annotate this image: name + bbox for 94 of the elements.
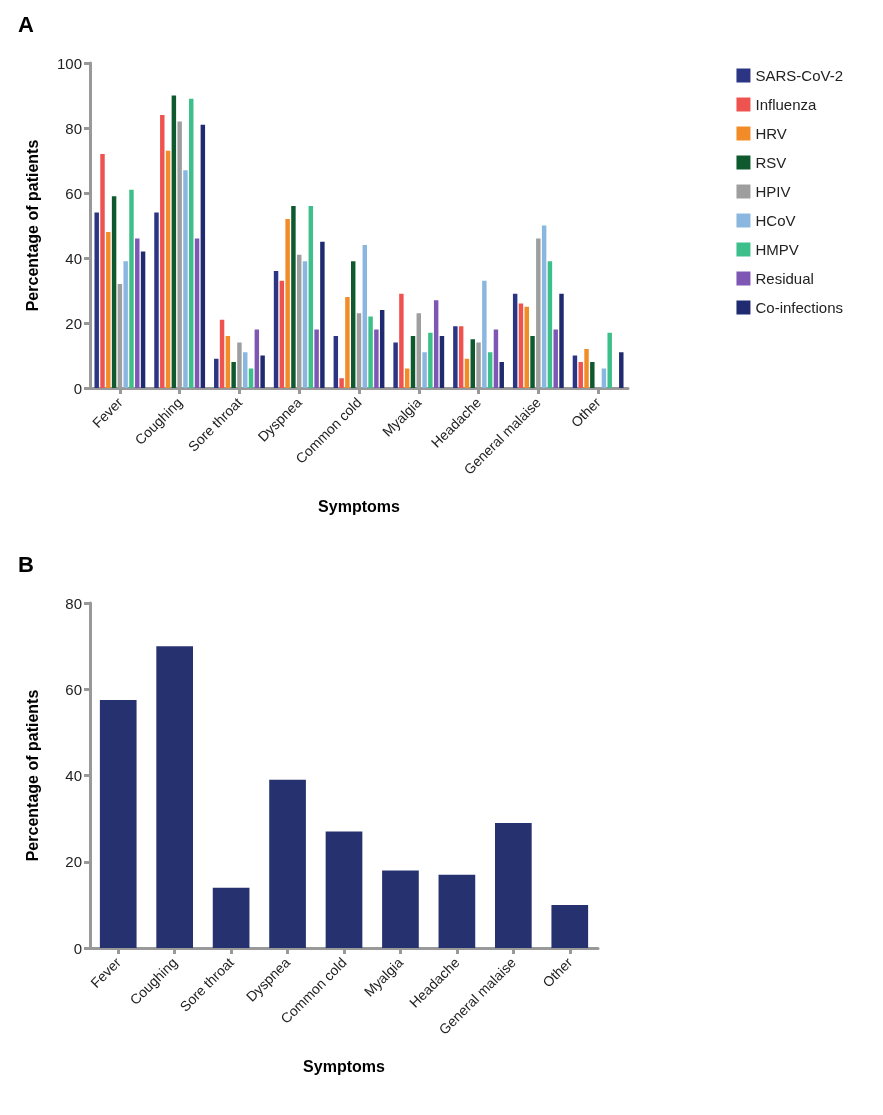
bar [439,336,445,388]
bar [111,196,117,388]
x-axis-title: Symptoms [303,1057,385,1075]
bar [123,261,128,388]
bar [333,336,339,388]
bar [135,238,140,388]
bar [260,355,265,388]
bar [345,297,350,388]
bar [590,362,595,388]
bar [559,293,564,388]
bar [200,124,206,388]
legend-label: HMPV [755,241,799,258]
legend-label: HRV [755,125,787,142]
y-tick-label: 0 [73,939,82,957]
bar [382,870,419,948]
bar [160,115,165,388]
bar [350,261,356,388]
y-tick-label: 80 [65,594,82,612]
bar [433,300,439,388]
bar [487,352,493,388]
bar [94,212,99,388]
legend-label: Residual [755,270,814,287]
bar [291,206,296,388]
bar [269,779,306,948]
legend-label: Influenza [755,96,817,113]
bar [302,261,308,388]
bar [524,306,529,388]
y-tick-label: 60 [65,680,82,698]
bar [410,336,416,388]
legend-label: SARS-CoV-2 [755,67,844,84]
bar [530,336,535,388]
bar [399,293,404,388]
bar [547,261,553,388]
y-tick-label: 20 [65,314,82,332]
bar [285,219,290,388]
bar [512,293,518,388]
y-tick-label: 100 [56,54,82,72]
bar [553,329,558,388]
chart-title: B [18,551,34,577]
bar [607,332,612,388]
chart-title: A [18,11,34,37]
bar [362,245,368,388]
bar [428,332,433,388]
legend-label: Co-infections [755,299,844,316]
bar [494,822,532,948]
bar [320,241,325,388]
bar [541,225,547,388]
bar [314,329,319,388]
bar [422,352,427,388]
y-axis-title: Percentage of patients [23,139,41,312]
legend-label: RSV [755,154,787,171]
bar [231,362,236,388]
bar [100,154,105,388]
bar [171,95,177,388]
y-tick-label: 60 [65,184,82,202]
bar [99,700,137,948]
bar [165,150,171,388]
bar [273,271,279,388]
bar [458,326,464,388]
bar [339,378,344,388]
bar [308,206,314,388]
bar [470,339,475,388]
legend-label: HPIV [755,183,791,200]
bar [619,352,624,388]
y-tick-label: 80 [65,119,82,137]
bar [106,232,111,388]
y-tick-label: 40 [65,767,82,784]
bar [379,310,385,388]
bar [189,98,194,388]
bar [183,170,188,388]
bar [578,362,583,388]
y-tick-label: 0 [73,379,82,397]
bar [499,362,504,388]
bar [156,646,194,948]
bar [374,329,379,388]
bar [325,831,363,948]
y-tick-label: 20 [65,853,82,871]
legend-label: HCoV [755,212,796,229]
bar [129,189,134,388]
bar [279,280,285,388]
y-tick-label: 40 [65,249,82,267]
bar [243,352,248,388]
bar [453,326,458,388]
bar [154,212,159,388]
x-axis-title: Symptoms [318,497,400,515]
bar [393,342,398,388]
bar [438,874,476,948]
y-axis-title: Percentage of patients [23,689,41,862]
bar [584,349,589,388]
bar [482,280,487,388]
bar [551,904,589,948]
bar [212,887,250,948]
bar [368,316,373,388]
bar [225,336,231,388]
